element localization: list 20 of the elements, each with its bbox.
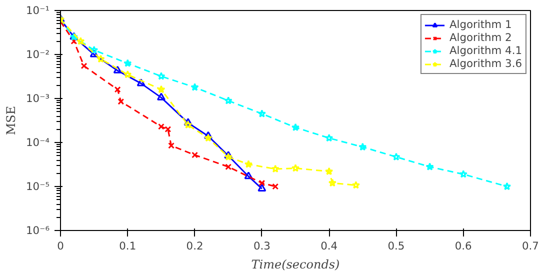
y-tick-label: 10⁻⁵ xyxy=(26,180,50,193)
x-tick-label: 0.7 xyxy=(522,240,539,252)
x-tick-label: 0.4 xyxy=(320,240,338,252)
y-tick-label: 10⁻³ xyxy=(26,92,50,105)
y-tick-label: 10⁻² xyxy=(26,48,50,61)
x-axis-title: Time(seconds) xyxy=(251,258,340,272)
y-tick-label: 10⁻⁴ xyxy=(26,136,50,149)
legend-label: Algorithm 4.1 xyxy=(449,44,522,57)
legend-label: Algorithm 1 xyxy=(449,18,512,31)
x-tick-label: 0.5 xyxy=(388,240,405,252)
x-tick-label: 0.3 xyxy=(253,240,270,252)
y-tick-label: 10⁻⁶ xyxy=(26,224,50,237)
legend-label: Algorithm 3.6 xyxy=(449,57,522,70)
legend-label: Algorithm 2 xyxy=(449,31,512,44)
y-axis-title: MSE xyxy=(4,106,18,136)
x-tick-label: 0.6 xyxy=(454,240,472,252)
x-tick-label: 0.1 xyxy=(119,240,136,252)
y-tick-label: 10⁻¹ xyxy=(26,4,50,17)
x-tick-label: 0 xyxy=(57,240,64,252)
x-tick-label: 0.2 xyxy=(186,240,204,252)
